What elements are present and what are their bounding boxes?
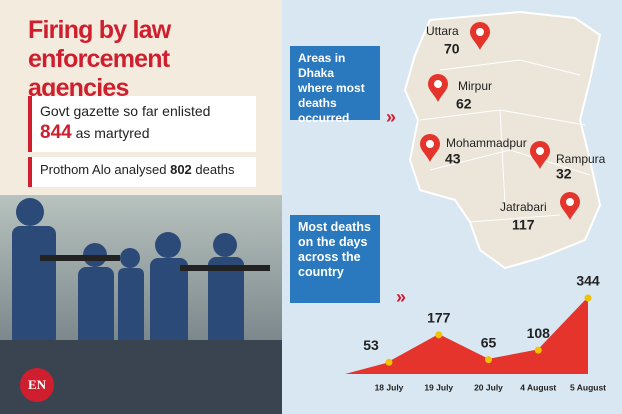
point <box>534 346 542 354</box>
location-deaths: 117 <box>512 217 535 233</box>
logo-badge <box>20 368 54 402</box>
location-name: Mirpur <box>458 79 492 93</box>
analysis-text: Prothom Alo analysed <box>40 162 167 177</box>
analysis-number: 802 <box>170 162 192 177</box>
location-name: Jatrabari <box>500 200 547 214</box>
location-deaths: 62 <box>456 96 472 112</box>
x-tick-label: 5 August <box>570 382 606 392</box>
map-pin-hole <box>434 80 442 88</box>
x-tick-label: 20 July <box>474 382 503 392</box>
value-label: 108 <box>527 325 551 341</box>
map-boundaries <box>419 59 591 223</box>
value-label: 177 <box>427 310 451 326</box>
analysis-text: deaths <box>195 162 235 177</box>
dhaka-map <box>403 10 602 270</box>
map-label: Areas in Dhaka where most deaths occurre… <box>290 46 380 125</box>
x-tick-label: 18 July <box>375 382 404 392</box>
value-label: 65 <box>481 334 497 350</box>
value-label: 53 <box>363 337 379 353</box>
area <box>345 298 588 374</box>
gazette-number: 844 <box>40 122 72 143</box>
location-name: Uttara <box>426 24 459 38</box>
x-tick-label: 19 July <box>424 382 453 392</box>
logo: EN <box>28 377 47 392</box>
arrow: » <box>396 287 406 307</box>
analysis-box: Prothom Alo analysed 802 deaths <box>28 157 256 187</box>
point <box>485 356 492 364</box>
arrow: » <box>386 107 396 127</box>
gazette-box: Govt gazette so far enlisted 844 as mart… <box>28 96 256 152</box>
gazette-text: Govt gazette so far enlisted <box>40 103 211 119</box>
location-deaths: 32 <box>556 166 572 182</box>
map-pin-hole <box>536 147 544 155</box>
x-tick-label: 4 August <box>520 382 556 392</box>
map-pin-hole <box>566 198 574 206</box>
location-name: Mohammadpur <box>446 136 527 150</box>
gazette-text: as martyred <box>75 125 150 141</box>
map-pin-hole <box>476 28 484 36</box>
map-pin-hole <box>426 140 434 148</box>
chart-title: Most deaths on the days across the count… <box>290 215 380 303</box>
location-deaths: 43 <box>445 151 461 167</box>
location-name: Rampura <box>556 152 606 166</box>
point <box>435 331 443 339</box>
title: Firing by law enforcement agencies <box>28 16 171 102</box>
point <box>584 294 592 302</box>
police-figures <box>0 198 282 414</box>
location-deaths: 70 <box>444 41 460 57</box>
value-label: 344 <box>576 273 600 289</box>
point <box>385 358 393 366</box>
